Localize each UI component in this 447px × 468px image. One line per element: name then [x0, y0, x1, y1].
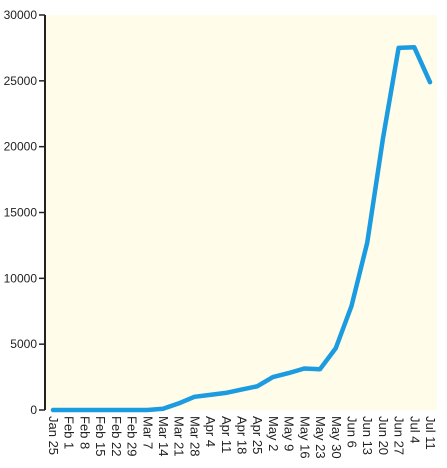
x-tick-label: Jun 27	[392, 416, 407, 455]
y-tick-label: 5000	[10, 337, 37, 351]
x-tick-label: May 9	[282, 416, 297, 451]
x-tick-label: Apr 4	[203, 416, 218, 447]
y-tick-label: 0	[30, 403, 37, 417]
x-tick-label: Jan 25	[46, 416, 61, 455]
x-tick-label: Feb 1	[62, 416, 77, 449]
x-tick-label: Jun 13	[360, 416, 375, 455]
x-tick-label: Jul 4	[407, 416, 422, 443]
x-tick-label: Feb 29	[125, 416, 140, 456]
x-tick-label: May 30	[329, 416, 344, 459]
plot-area	[45, 15, 437, 410]
x-tick-label: Jul 11	[423, 416, 438, 450]
x-tick-label: Mar 7	[140, 416, 155, 449]
x-tick-label: Jun 20	[376, 416, 391, 455]
x-tick-label: Feb 15	[93, 416, 108, 456]
series-line	[50, 45, 433, 413]
y-tick-label: 15000	[4, 206, 38, 220]
x-tick-label: May 16	[297, 416, 312, 459]
y-tick-label: 10000	[4, 271, 38, 285]
x-tick-label: May 2	[266, 416, 281, 451]
x-tick-label: Feb 22	[109, 416, 124, 456]
x-tick-label: Feb 8	[77, 416, 92, 449]
x-tick-label: Apr 25	[250, 416, 265, 454]
x-tick-label: Apr 11	[219, 416, 234, 453]
x-tick-label: Mar 14	[156, 416, 171, 456]
y-tick-label: 25000	[4, 74, 38, 88]
x-tick-label: Jun 6	[344, 416, 359, 448]
x-tick-label: Mar 28	[187, 416, 202, 456]
x-tick-label: Apr 18	[235, 416, 250, 454]
x-tick-label: May 23	[313, 416, 328, 459]
y-tick-label: 30000	[4, 8, 38, 22]
y-axis-ticks: 0 5000 10000 15000 20000 25000 30000	[4, 8, 45, 417]
x-tick-label: Mar 21	[172, 416, 187, 456]
y-tick-label: 20000	[4, 140, 38, 154]
